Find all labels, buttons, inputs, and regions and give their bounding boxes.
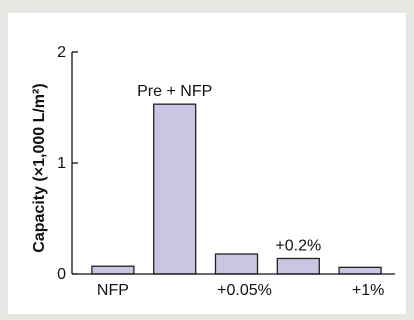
bar-category-label: +0.2% xyxy=(275,237,321,254)
bar xyxy=(91,265,135,275)
bar-labels-group: NFP Pre + NFP +0.05% +0.2% +1% xyxy=(97,83,384,299)
bar xyxy=(276,257,320,275)
bar xyxy=(153,103,197,275)
bars-group xyxy=(91,103,382,275)
bar-category-label: +1% xyxy=(352,282,384,299)
y-tick-label: 1 xyxy=(57,155,66,172)
y-axis-label: Capacity (×1,000 L/m²) xyxy=(31,83,48,252)
y-ticks-group: 0 1 2 xyxy=(57,44,78,283)
bar xyxy=(338,266,382,275)
bar-category-label: NFP xyxy=(97,282,129,299)
y-tick-label: 0 xyxy=(57,266,66,283)
bar xyxy=(214,253,259,275)
axes-group xyxy=(71,52,395,275)
header-strip xyxy=(0,0,414,13)
bar-category-label: +0.05% xyxy=(217,282,272,299)
bar-category-label: Pre + NFP xyxy=(137,83,212,100)
y-tick-label: 2 xyxy=(57,44,66,61)
